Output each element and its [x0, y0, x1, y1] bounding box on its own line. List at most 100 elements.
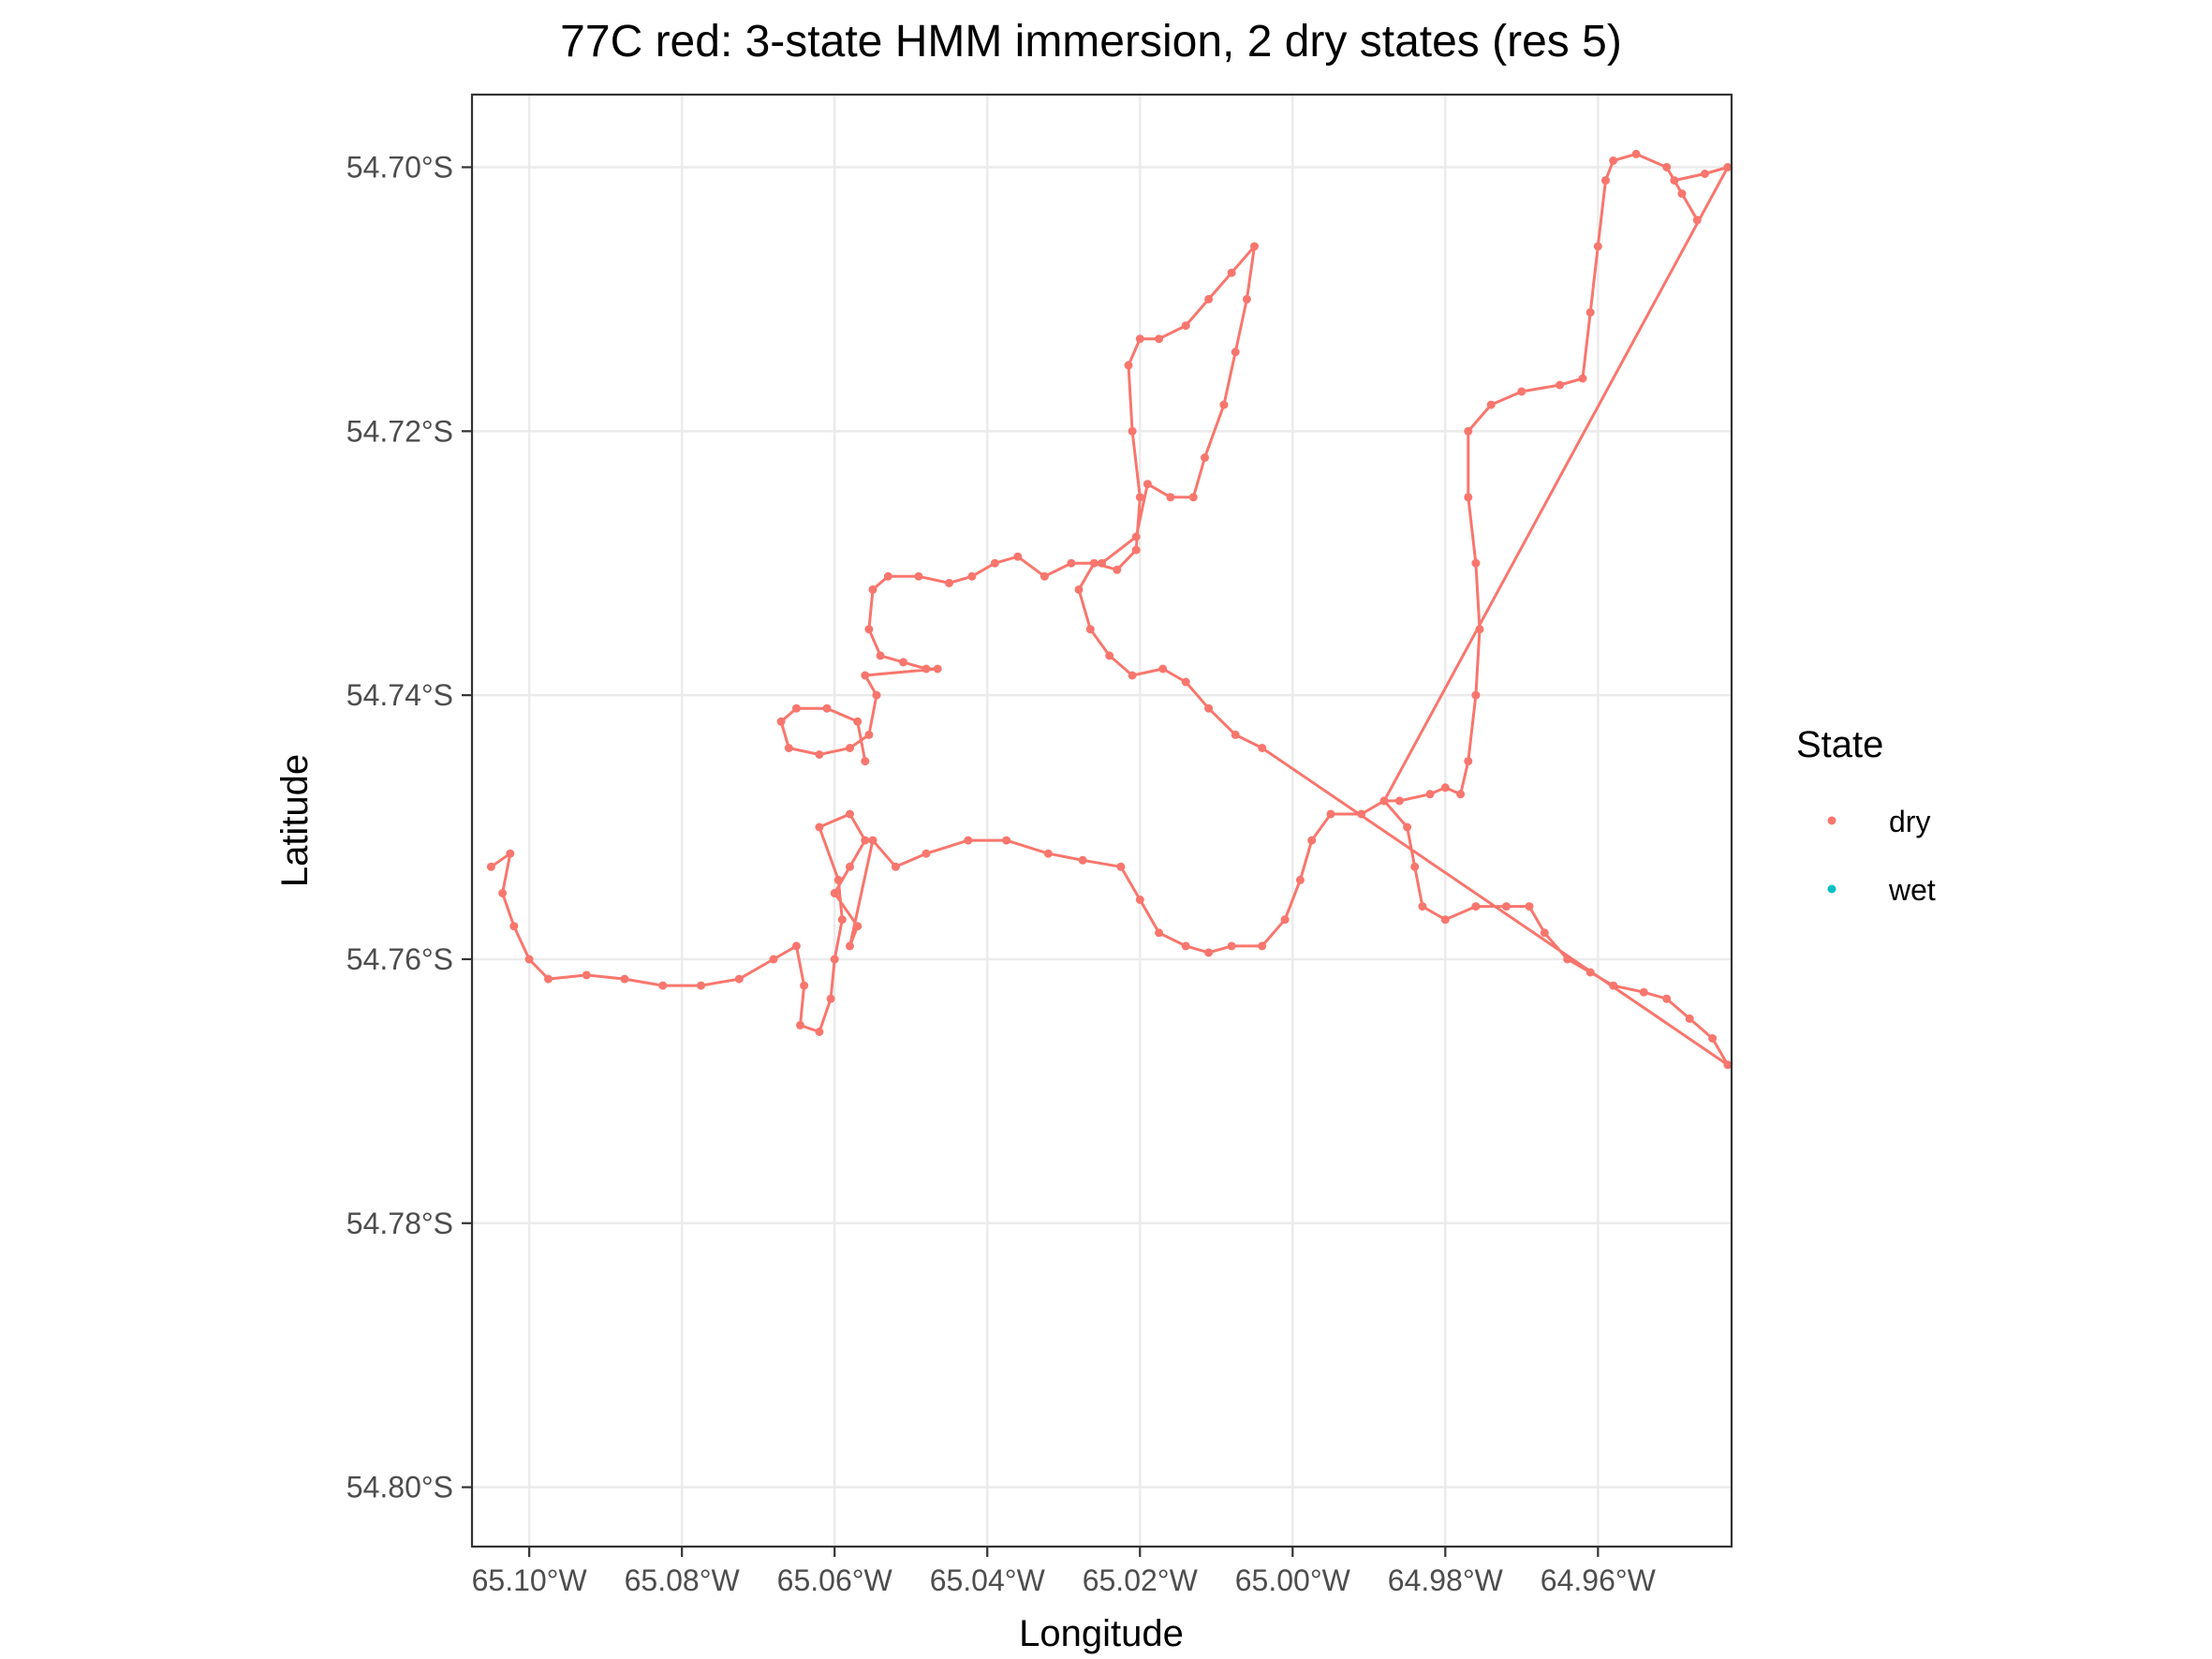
track-points	[486, 149, 1733, 1070]
data-point-dry	[922, 664, 931, 674]
data-point-dry	[506, 849, 515, 858]
data-point-dry	[1219, 400, 1229, 409]
data-point-dry	[1456, 790, 1466, 799]
data-point-dry	[1204, 948, 1214, 957]
data-point-dry	[1204, 294, 1214, 304]
data-point-dry	[1204, 704, 1214, 713]
data-point-dry	[1326, 809, 1335, 819]
y-tick-label: 54.76°S	[347, 942, 453, 976]
data-point-dry	[1585, 968, 1595, 977]
data-point-dry	[1128, 426, 1137, 436]
data-point-dry	[1181, 677, 1190, 687]
data-point-dry	[853, 717, 863, 726]
data-point-dry	[1410, 862, 1420, 871]
y-tick-label: 54.72°S	[347, 414, 453, 448]
data-point-dry	[1181, 321, 1190, 331]
data-point-dry	[1692, 215, 1702, 225]
y-axis: 54.70°S 54.72°S 54.74°S 54.76°S 54.78°S 54.80…	[347, 151, 472, 1504]
data-point-dry	[1440, 783, 1450, 792]
data-point-dry	[1471, 558, 1481, 568]
data-point-dry	[1440, 915, 1450, 925]
panel	[470, 93, 1733, 1548]
data-point-dry	[791, 704, 801, 713]
legend-title: State	[1796, 724, 1883, 765]
data-point-dry	[1639, 987, 1648, 997]
data-point-dry	[658, 981, 668, 990]
data-point-dry	[1662, 994, 1672, 1003]
y-tick-label: 54.74°S	[347, 678, 453, 712]
data-point-dry	[1471, 902, 1481, 911]
y-axis-title: Latitude	[274, 754, 316, 887]
data-point-dry	[1143, 480, 1152, 489]
data-point-dry	[1280, 915, 1290, 925]
data-point-dry	[1677, 189, 1687, 199]
x-tick-label: 64.98°W	[1388, 1563, 1504, 1597]
data-point-dry	[864, 625, 874, 634]
data-point-dry	[1556, 380, 1565, 390]
data-point-dry	[815, 750, 824, 759]
data-point-dry	[582, 970, 591, 980]
data-point-dry	[1013, 552, 1023, 561]
data-point-dry	[1231, 348, 1240, 357]
data-point-dry	[1250, 242, 1259, 251]
legend-label-wet: wet	[1888, 873, 1936, 907]
data-point-dry	[1662, 163, 1672, 171]
data-point-dry	[846, 941, 854, 951]
data-point-dry	[784, 744, 793, 752]
data-point-dry	[1475, 625, 1484, 634]
legend: State dry wet	[1796, 724, 1936, 907]
y-tick-label: 54.70°S	[347, 151, 453, 185]
data-point-dry	[1708, 1034, 1718, 1043]
y-tick-label: 54.80°S	[347, 1471, 453, 1504]
data-point-dry	[1201, 453, 1209, 462]
data-point-dry	[1131, 545, 1141, 555]
x-tick-label: 64.96°W	[1541, 1563, 1657, 1597]
data-point-dry	[1078, 855, 1087, 865]
data-point-dry	[1295, 875, 1305, 884]
data-point-dry	[1131, 532, 1141, 541]
data-point-dry	[1188, 493, 1198, 502]
data-point-dry	[822, 704, 832, 713]
data-point-dry	[791, 941, 801, 951]
data-point-dry	[837, 915, 847, 925]
data-point-dry	[864, 730, 874, 739]
data-point-dry	[1670, 176, 1679, 185]
data-point-dry	[876, 651, 885, 660]
data-point-dry	[815, 822, 824, 832]
data-point-dry	[830, 955, 839, 964]
x-tick-label: 65.10°W	[472, 1563, 588, 1597]
data-point-dry	[945, 578, 953, 587]
data-point-dry	[1105, 651, 1114, 660]
data-point-dry	[1609, 981, 1618, 990]
data-point-dry	[509, 922, 519, 931]
data-point-dry	[833, 875, 843, 884]
data-point-dry	[1379, 796, 1389, 806]
x-tick-label: 65.04°W	[930, 1563, 1046, 1597]
data-point-dry	[1563, 955, 1572, 964]
data-point-dry	[1242, 294, 1251, 304]
data-point-dry	[826, 994, 835, 1003]
data-point-dry	[914, 571, 923, 581]
data-point-dry	[1128, 671, 1137, 680]
data-point-dry	[734, 974, 744, 984]
data-point-dry	[796, 1020, 804, 1029]
data-point-dry	[1425, 790, 1435, 799]
data-point-dry	[1701, 170, 1709, 178]
data-point-dry	[1135, 896, 1144, 904]
data-point-dry	[1002, 836, 1011, 845]
data-point-dry	[776, 717, 786, 726]
data-point-dry	[1043, 849, 1053, 858]
data-point-dry	[1113, 565, 1122, 574]
data-point-dry	[1307, 836, 1317, 845]
data-point-dry	[1593, 242, 1602, 251]
data-point-dry	[967, 571, 977, 581]
data-point-dry	[1155, 334, 1164, 344]
data-point-dry	[1585, 308, 1595, 317]
data-point-dry	[769, 955, 778, 964]
data-point-dry	[1394, 796, 1404, 806]
legend-key-wet	[1827, 884, 1836, 894]
data-point-dry	[1403, 822, 1412, 832]
data-point-dry	[1723, 163, 1733, 171]
data-point-dry	[1085, 625, 1095, 634]
